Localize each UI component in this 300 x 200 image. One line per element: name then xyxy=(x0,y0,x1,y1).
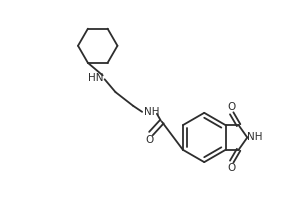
Text: HN: HN xyxy=(88,73,103,83)
Text: O: O xyxy=(228,102,236,112)
Text: NH: NH xyxy=(144,107,160,117)
Text: O: O xyxy=(228,163,236,173)
Text: O: O xyxy=(146,135,154,145)
Text: NH: NH xyxy=(248,132,263,142)
